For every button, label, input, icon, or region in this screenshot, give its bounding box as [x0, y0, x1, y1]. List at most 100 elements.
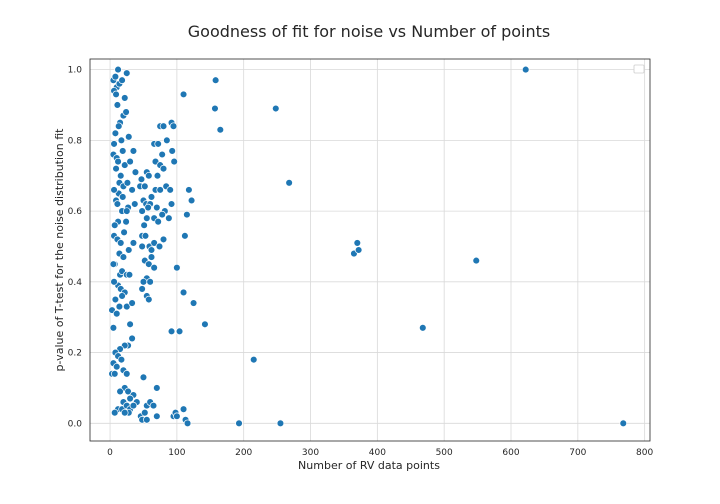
data-point — [120, 161, 129, 169]
data-point — [129, 147, 138, 155]
data-point — [113, 200, 122, 208]
data-point — [167, 200, 176, 208]
data-point — [116, 239, 125, 247]
data-point — [110, 140, 118, 148]
y-tick-label: 0.4 — [68, 278, 83, 288]
data-point — [138, 285, 146, 293]
data-point — [110, 186, 118, 194]
x-tick-label: 700 — [569, 448, 586, 458]
data-point — [125, 133, 133, 141]
data-point — [122, 108, 130, 116]
data-point — [147, 246, 156, 254]
data-point — [619, 419, 628, 428]
data-point — [143, 214, 151, 222]
data-point — [114, 157, 122, 166]
data-point — [123, 69, 131, 77]
grid-layer — [90, 59, 650, 441]
data-point — [109, 260, 118, 268]
x-tick-label: 100 — [168, 448, 185, 458]
data-point — [120, 408, 129, 417]
data-point — [153, 384, 161, 392]
data-point — [120, 228, 128, 237]
data-point — [146, 278, 154, 286]
data-point — [353, 239, 362, 247]
data-point — [128, 186, 136, 194]
data-point — [145, 295, 153, 304]
data-point — [124, 387, 132, 396]
x-tick-label: 0 — [107, 448, 113, 458]
data-point — [201, 320, 209, 329]
data-point — [117, 355, 126, 364]
data-point — [118, 76, 126, 84]
data-point — [165, 214, 173, 222]
data-point — [137, 175, 146, 184]
data-point — [154, 217, 162, 226]
data-point — [185, 186, 193, 194]
data-point — [110, 278, 118, 286]
data-point — [159, 122, 168, 130]
data-point — [140, 221, 148, 229]
data-point — [173, 412, 181, 420]
data-point — [216, 125, 225, 134]
data-point — [115, 302, 124, 311]
data-point — [272, 104, 280, 113]
data-point — [139, 373, 148, 382]
data-point — [183, 210, 191, 219]
data-point — [116, 171, 125, 180]
data-point — [126, 157, 134, 166]
data-point — [167, 327, 176, 336]
data-point — [159, 164, 168, 173]
data-point — [129, 239, 138, 247]
data-point — [170, 157, 178, 166]
data-point — [123, 179, 132, 187]
data-point — [419, 324, 427, 332]
data-point — [118, 292, 126, 300]
x-tick-label: 500 — [436, 448, 453, 458]
data-point — [354, 246, 363, 254]
data-point — [211, 104, 219, 113]
data-point — [249, 355, 258, 364]
data-point — [112, 362, 121, 371]
y-tick-label: 0.2 — [68, 349, 82, 359]
data-point — [122, 217, 130, 226]
data-point — [235, 419, 243, 428]
data-point — [109, 324, 118, 332]
data-point — [141, 408, 149, 417]
data-point — [111, 295, 120, 304]
y-tick-label: 0.8 — [68, 136, 83, 146]
data-point — [145, 260, 153, 268]
data-point — [110, 408, 119, 417]
data-point — [145, 171, 153, 180]
data-point — [187, 196, 196, 205]
data-point — [175, 327, 184, 336]
data-point — [128, 334, 136, 343]
data-point — [181, 232, 189, 240]
data-point — [521, 65, 530, 74]
data-point — [159, 235, 168, 244]
data-point — [143, 416, 151, 424]
data-point — [123, 370, 131, 378]
data-point — [150, 239, 158, 247]
data-point — [126, 320, 134, 329]
data-point — [472, 256, 481, 265]
data-point — [110, 221, 119, 229]
y-tick-label: 1.0 — [68, 66, 83, 76]
data-point — [112, 164, 120, 173]
data-point — [129, 401, 138, 410]
data-point — [144, 203, 152, 212]
data-point — [211, 76, 220, 84]
data-point — [166, 186, 174, 194]
x-tick-label: 800 — [636, 448, 653, 458]
data-point — [114, 65, 122, 74]
data-point — [125, 246, 133, 254]
data-point — [112, 309, 121, 318]
data-point — [183, 419, 192, 428]
data-point — [158, 150, 166, 159]
data-point — [114, 122, 123, 130]
data-point — [138, 207, 146, 215]
data-point — [179, 405, 188, 413]
data-point — [153, 171, 162, 180]
data-point — [125, 271, 134, 279]
data-point — [169, 122, 178, 130]
